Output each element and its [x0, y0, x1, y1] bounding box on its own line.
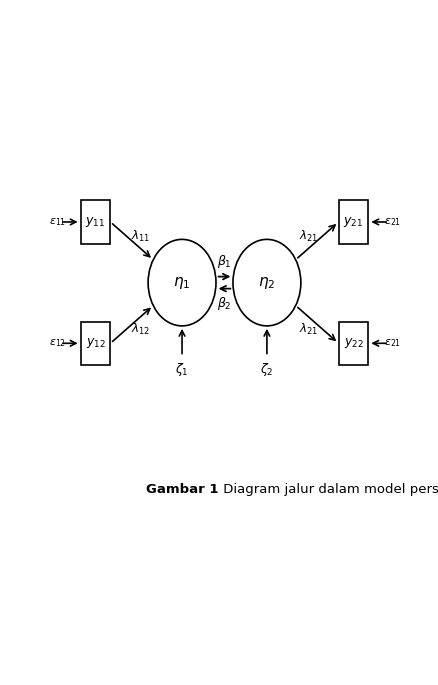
Text: $\varepsilon_{21}$: $\varepsilon_{21}$	[384, 338, 401, 349]
Text: $y_{21}$: $y_{21}$	[343, 215, 364, 229]
Text: Diagram jalur dalam model persamaan struktural: Diagram jalur dalam model persamaan stru…	[219, 484, 438, 496]
FancyBboxPatch shape	[339, 200, 368, 244]
Text: $\lambda_{21}$: $\lambda_{21}$	[299, 229, 318, 244]
Text: $y_{12}$: $y_{12}$	[85, 336, 106, 350]
Text: $\varepsilon_{11}$: $\varepsilon_{11}$	[49, 216, 66, 228]
Text: $\zeta_1$: $\zeta_1$	[175, 361, 189, 378]
Ellipse shape	[148, 239, 216, 326]
Text: $\lambda_{12}$: $\lambda_{12}$	[131, 322, 150, 337]
Text: $y_{11}$: $y_{11}$	[85, 215, 106, 229]
Ellipse shape	[233, 239, 301, 326]
Text: $\eta_1$: $\eta_1$	[173, 275, 191, 290]
FancyBboxPatch shape	[81, 200, 110, 244]
Text: $\zeta_2$: $\zeta_2$	[260, 361, 274, 378]
Text: $\varepsilon_{21}$: $\varepsilon_{21}$	[384, 216, 401, 228]
Text: $\lambda_{21}$: $\lambda_{21}$	[299, 322, 318, 337]
Text: $\eta_2$: $\eta_2$	[258, 275, 276, 290]
FancyBboxPatch shape	[81, 322, 110, 365]
Text: Gambar 1: Gambar 1	[146, 484, 219, 496]
Text: $y_{22}$: $y_{22}$	[343, 336, 364, 350]
Text: $\beta_1$: $\beta_1$	[217, 253, 232, 271]
FancyBboxPatch shape	[339, 322, 368, 365]
Text: $\varepsilon_{12}$: $\varepsilon_{12}$	[49, 338, 66, 349]
Text: $\lambda_{11}$: $\lambda_{11}$	[131, 229, 150, 244]
Text: $\beta_2$: $\beta_2$	[217, 295, 232, 312]
